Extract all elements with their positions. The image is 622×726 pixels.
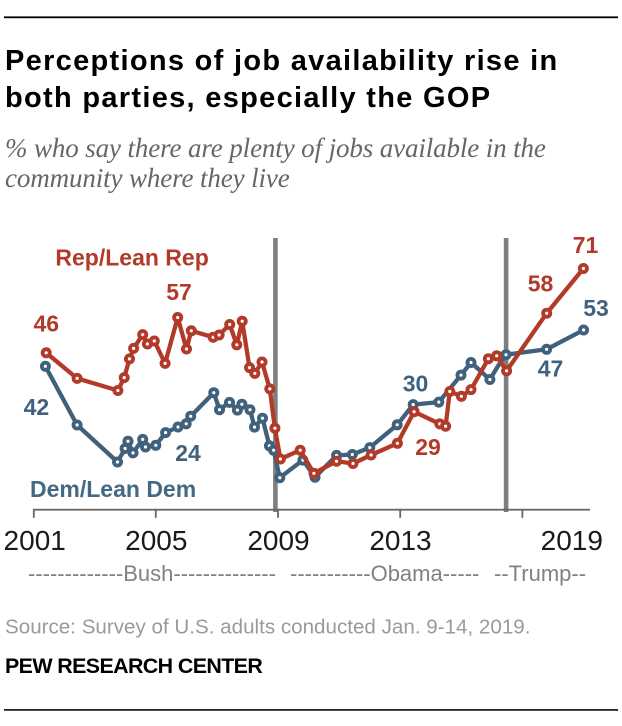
svg-text:46: 46 [34, 311, 60, 337]
svg-text:53: 53 [583, 295, 609, 321]
svg-text:-----------Obama-----: -----------Obama----- [290, 561, 479, 586]
svg-text:both parties, especially the G: both parties, especially the GOP [5, 82, 491, 114]
svg-text:-------------Bush-------------: -------------Bush-------------- [28, 561, 276, 586]
svg-text:58: 58 [528, 271, 554, 297]
svg-text:2019: 2019 [541, 525, 603, 556]
svg-text:57: 57 [166, 279, 192, 305]
svg-text:Source: Survey of U.S. adults: Source: Survey of U.S. adults conducted … [5, 616, 530, 639]
svg-text:29: 29 [415, 434, 441, 460]
svg-text:Dem/Lean Dem: Dem/Lean Dem [30, 476, 196, 502]
svg-text:71: 71 [573, 232, 599, 258]
svg-text:2001: 2001 [4, 525, 66, 556]
svg-text:Perceptions of job availabilit: Perceptions of job availability rise in [5, 45, 559, 77]
svg-text:Rep/Lean Rep: Rep/Lean Rep [55, 244, 208, 270]
svg-text:2005: 2005 [125, 525, 187, 556]
svg-text:42: 42 [24, 394, 50, 420]
svg-text:% who say there are plenty of: % who say there are plenty of jobs avail… [5, 133, 546, 163]
svg-text:2009: 2009 [247, 525, 309, 556]
svg-text:47: 47 [538, 356, 564, 382]
svg-text:24: 24 [175, 440, 201, 466]
svg-text:community where they live: community where they live [5, 163, 290, 193]
svg-text:--Trump--: --Trump-- [494, 561, 586, 586]
svg-text:2013: 2013 [369, 525, 431, 556]
svg-text:PEW RESEARCH CENTER: PEW RESEARCH CENTER [5, 654, 263, 678]
svg-text:30: 30 [403, 370, 429, 396]
